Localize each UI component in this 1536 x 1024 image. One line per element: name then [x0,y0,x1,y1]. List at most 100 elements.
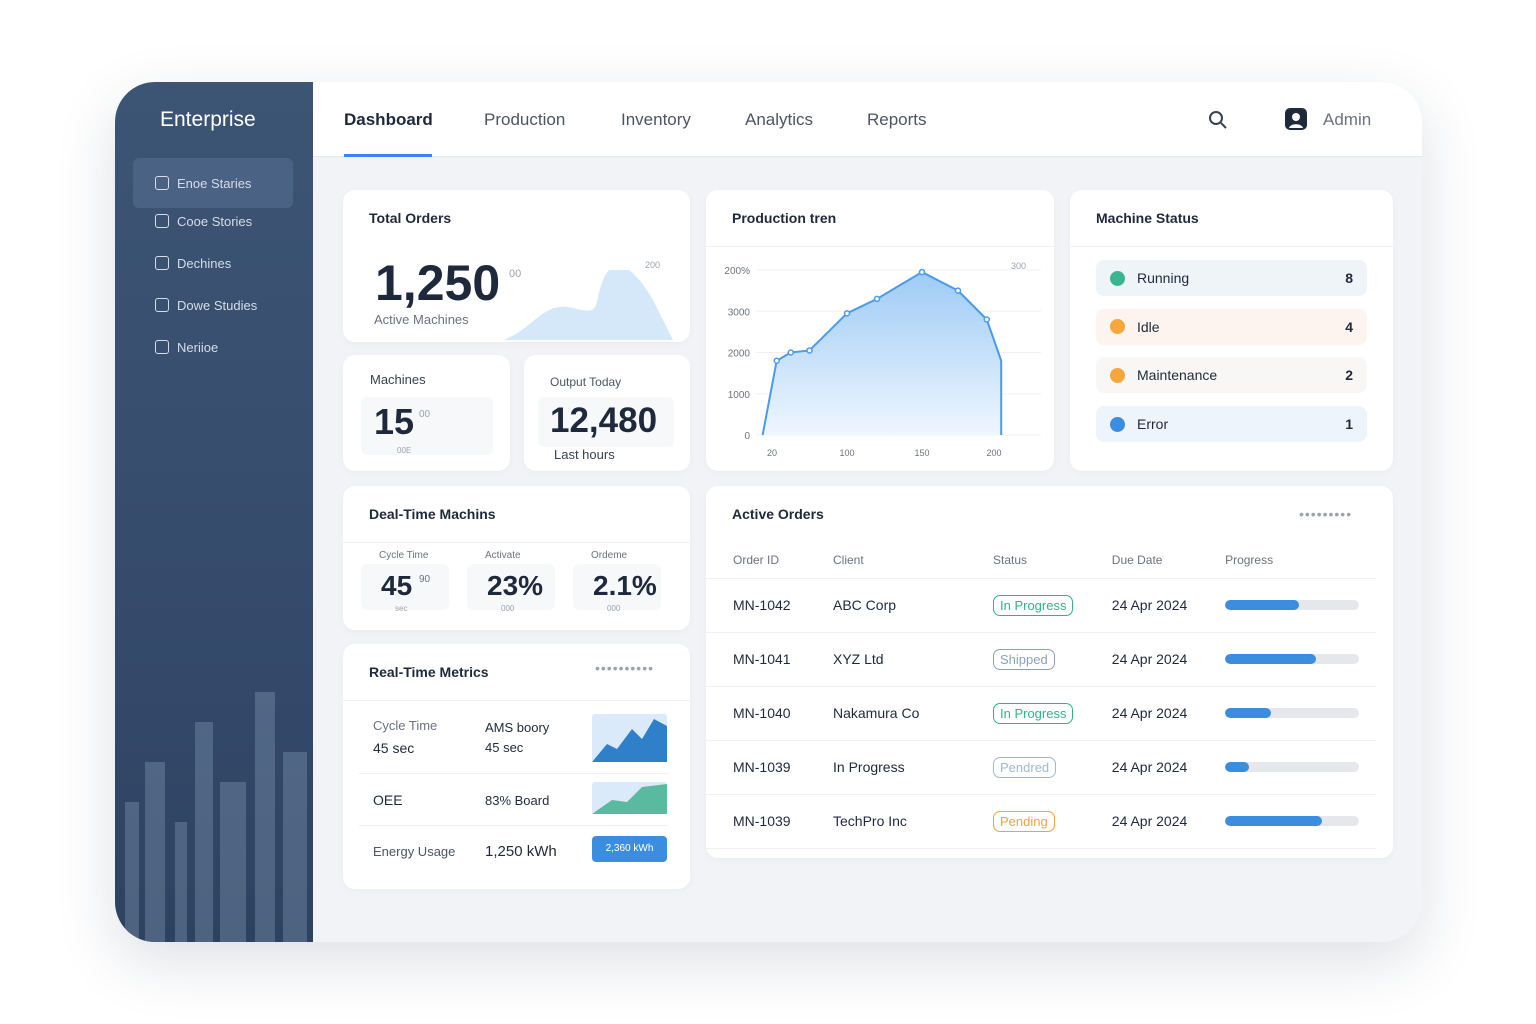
sidebar-item-4[interactable]: Neriioe [133,322,293,372]
progress-fill [1225,654,1317,664]
status-label: Maintenance [1137,367,1218,384]
user-name[interactable]: Admin [1323,110,1372,129]
status-dot-icon [1110,367,1125,383]
column-header-0[interactable]: Order ID [706,542,806,579]
tab-production[interactable]: Production [484,110,566,129]
cell-progress [1198,740,1376,795]
status-row-idle: Idle 4 [1096,308,1367,345]
y-tick-label: 2000 [728,349,751,360]
chart-corner-label: 300 [1011,261,1026,271]
rt-label: Ordeme [591,550,628,561]
status-badge: In Progress [993,702,1074,724]
value-box [361,397,493,455]
sidebar-item-2[interactable]: Dechines [133,238,293,288]
y-tick-label: 0 [744,431,750,442]
cell-id: MN-1040 [706,686,806,741]
value-suffix: 00 [509,268,522,280]
progress-bar [1225,654,1360,664]
status-badge: Pendred [993,756,1057,778]
status-label: Idle [1137,318,1160,335]
cell-status: Shipped [966,632,1085,687]
energy-chip: 2,360 kWh [592,836,667,862]
realtime-machines-card: Deal-Time Machins Cycle Time 45 90 sec Activ… [343,486,690,630]
status-count: 8 [1345,270,1353,286]
data-point [773,357,780,364]
cell-status: In Progress [966,686,1085,741]
tab-inventory[interactable]: Inventory [621,110,691,129]
search-icon[interactable] [1208,110,1228,130]
metric-label: Energy Usage [373,844,456,859]
table-row[interactable]: MN-1040 Nakamura Co In Progress 24 Apr 2024 [706,686,1376,741]
app-window: Enterprise Enoe Staries Cooe Stories Dechi… [115,82,1422,942]
cell-client: TechPro Inc [806,794,966,849]
divider [1070,246,1393,247]
status-label: Error [1137,416,1169,433]
table-row[interactable]: MN-1039 TechPro Inc Pending 24 Apr 2024 [706,794,1376,849]
more-options-icon[interactable]: ••••••••• [1299,506,1353,522]
nav-icon [155,340,169,354]
table-row[interactable]: MN-1041 XYZ Ltd Shipped 24 Apr 2024 [706,632,1376,687]
table-row[interactable]: MN-1042 ABC Corp In Progress 24 Apr 2024 [706,578,1376,633]
divider [343,700,690,701]
card-title: Real-Time Metrics [369,664,489,680]
sidebar-item-label: Dowe Studies [177,297,258,313]
total-orders-value: 1,250 [375,255,501,311]
more-options-icon[interactable]: •••••••••• [595,660,655,676]
output-today-card: Output Today 12,480 Last hours [524,355,690,471]
x-tick-label: 20 [767,448,777,458]
realtime-metrics-card: Real-Time Metrics •••••••••• Cycle Time … [343,644,690,889]
rt-caption: 000 [607,604,621,613]
cell-status: In Progress [966,578,1085,633]
tab-dashboard[interactable]: Dashboard [344,110,433,129]
y-tick-label: 3000 [728,307,751,318]
status-dot-icon [1110,270,1125,286]
cell-progress [1198,578,1376,633]
rt-caption: sec [395,604,408,613]
user-icon[interactable] [1285,108,1307,130]
cell-due: 24 Apr 2024 [1084,578,1199,633]
metric-label: Cycle Time [373,718,438,733]
card-subtitle: Active Machines [374,312,469,327]
metric-mid-value: 1,250 kWh [485,843,557,860]
sidebar-item-1[interactable]: Cooe Stories [133,196,293,246]
progress-fill [1225,708,1271,718]
cell-client: ABC Corp [806,578,966,633]
rt-caption: 000 [501,604,515,613]
card-title: Deal-Time Machins [369,506,496,522]
rt-value: 45 [381,570,413,601]
column-header-2[interactable]: Status [966,542,1085,579]
cell-progress [1198,632,1376,687]
machine-status-card: Machine Status Running 8 Idle 4 Maintenance 2… [1070,190,1393,471]
cell-id: MN-1042 [706,578,806,633]
rt-box [361,564,449,610]
y-tick-label: 1000 [728,390,751,401]
table-row[interactable]: MN-1039 In Progress Pendred 24 Apr 2024 [706,740,1376,795]
progress-bar [1225,600,1360,610]
sidebar: Enterprise Enoe Staries Cooe Stories Dechi… [115,82,313,942]
progress-bar [1225,708,1360,718]
production-trend-chart: 0 1000 2000 3000 200% 20 100 150 200 300 [724,261,1041,458]
cell-progress [1198,686,1376,741]
cell-id: MN-1039 [706,794,806,849]
card-title: Machine Status [1096,210,1199,226]
progress-fill [1225,600,1299,610]
output-value: 12,480 [550,401,658,440]
rt-box [467,564,555,610]
tab-analytics[interactable]: Analytics [745,110,814,129]
column-header-4[interactable]: Progress [1198,542,1376,579]
status-row-error: Error 1 [1096,406,1367,443]
tab-reports[interactable]: Reports [867,110,927,129]
sidebar-item-3[interactable]: Dowe Studies [133,280,293,330]
chart-title: Production tren [732,210,837,226]
value-suffix: 00 [419,409,431,420]
column-header-3[interactable]: Due Date [1084,542,1199,579]
divider [706,246,1054,247]
column-header-1[interactable]: Client [806,542,966,579]
sidebar-item-label: Enoe Staries [177,175,252,191]
rt-label: Activate [485,550,521,561]
metric-row-oee: OEE 83% Board [359,774,668,826]
metric-row-energy: Energy Usage 1,250 kWh 2,360 kWh [359,826,668,876]
machines-value: 15 [374,401,415,442]
data-point [873,295,881,303]
sidebar-item-0[interactable]: Enoe Staries [133,158,293,208]
